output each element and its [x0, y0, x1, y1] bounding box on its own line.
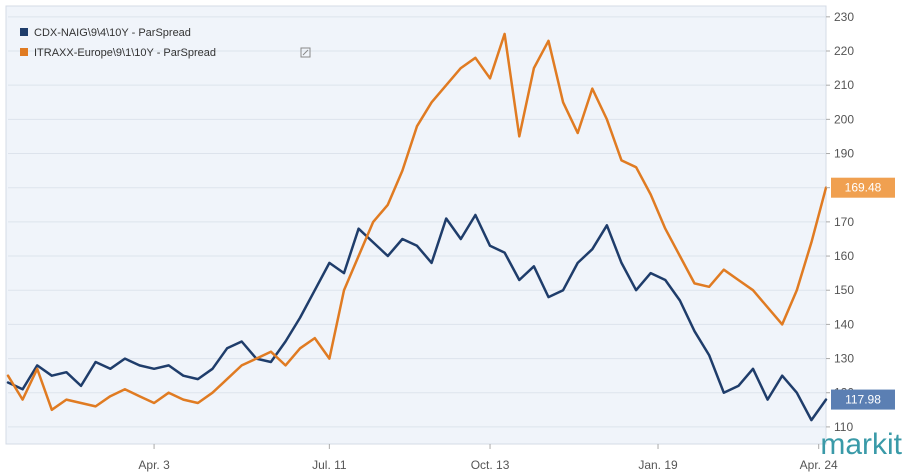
y-axis: 110120130140150160170180190200210220230 — [826, 10, 854, 434]
last-value-label: 117.98 — [845, 393, 881, 407]
plot-area — [5, 5, 827, 445]
y-tick-label: 110 — [834, 420, 853, 434]
x-tick-label: Apr. 3 — [138, 458, 170, 472]
y-tick-label: 170 — [834, 215, 854, 229]
y-tick-label: 230 — [834, 10, 854, 24]
series-line-1 — [6, 32, 828, 412]
legend-edit-icon[interactable] — [300, 47, 311, 58]
y-tick-label: 130 — [834, 352, 854, 366]
y-tick-label: 210 — [834, 78, 854, 92]
markit-logo: markit — [820, 428, 902, 461]
x-tick-label: Jul. 11 — [312, 458, 347, 472]
legend-swatch-cdx — [20, 28, 28, 36]
legend: CDX-NAIG\9\4\10Y - ParSpread ITRAXX-Euro… — [20, 27, 311, 59]
y-tick-label: 160 — [834, 249, 854, 263]
y-tick-label: 220 — [834, 44, 854, 58]
grid-lines — [8, 16, 826, 428]
y-tick-label: 150 — [834, 283, 854, 297]
last-value-badge-0 — [831, 389, 895, 410]
last-value-badge-1 — [831, 177, 895, 198]
series-layer — [6, 32, 828, 422]
y-tick-label: 200 — [834, 112, 854, 126]
legend-label-cdx: CDX-NAIG\9\4\10Y - ParSpread — [34, 27, 191, 39]
y-tick-label: 190 — [834, 147, 854, 161]
legend-label-itraxx: ITRAXX-Europe\9\1\10Y - ParSpread — [34, 47, 216, 59]
y-tick-label: 140 — [834, 317, 854, 331]
x-tick-label: Oct. 13 — [471, 458, 510, 472]
x-tick-label: Apr. 24 — [800, 458, 838, 472]
last-value-badges: 117.98 169.48 — [831, 177, 895, 410]
x-tick-label: Jan. 19 — [638, 458, 678, 472]
last-value-label: 169.48 — [845, 181, 882, 195]
x-axis: Apr. 3 Jul. 11 Oct. 13 Jan. 19 Apr. 24 — [138, 444, 838, 472]
legend-swatch-itraxx — [20, 48, 28, 56]
series-line-0 — [6, 213, 828, 422]
